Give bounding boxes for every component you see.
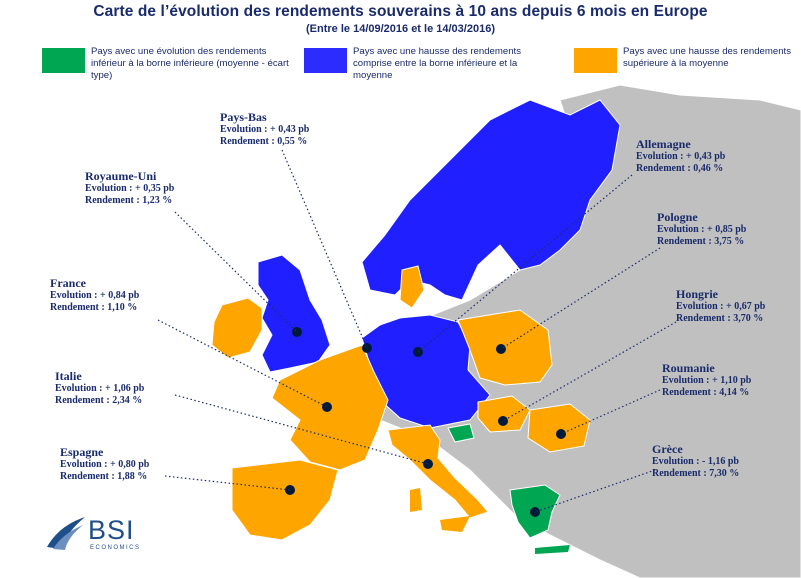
- country-evolution: Evolution : + 0,35 pb: [85, 183, 175, 194]
- country-rendement: Rendement : 3,70 %: [676, 313, 764, 324]
- slovenia-shape: [447, 423, 475, 443]
- legend-label-green: Pays avec une évolution des rendements i…: [91, 46, 289, 81]
- logo-name: BSI: [88, 515, 135, 545]
- label-pays-bas: Pays-Bas Evolution : + 0,43 pb Rendement…: [220, 110, 309, 148]
- legend-swatch-blue: [304, 48, 347, 73]
- country-evolution: Evolution : + 0,85 pb: [657, 224, 747, 235]
- country-name: Royaume-Uni: [85, 169, 157, 183]
- marker-hongrie: [498, 416, 508, 426]
- country-rendement: Rendement : 0,55 %: [220, 136, 308, 147]
- legend-swatch-green: [42, 48, 85, 73]
- country-evolution: Evolution : + 0,43 pb: [636, 151, 726, 162]
- marker-grece: [530, 507, 540, 517]
- country-rendement: Rendement : 1,10 %: [50, 302, 138, 313]
- country-evolution: Evolution : - 1,16 pb: [652, 456, 739, 467]
- country-rendement: Rendement : 0,46 %: [636, 163, 724, 174]
- marker-allemagne: [413, 347, 423, 357]
- logo-tagline: ECONOMICS: [90, 545, 141, 551]
- italy-shape: [387, 424, 489, 519]
- leader-grece: [534, 469, 656, 513]
- leader-hongrie: [502, 321, 677, 422]
- country-rendement: Rendement : 1,88 %: [60, 471, 148, 482]
- marker-italie: [423, 459, 433, 469]
- country-evolution: Evolution : + 0,43 pb: [220, 124, 310, 135]
- country-rendement: Rendement : 1,23 %: [85, 195, 173, 206]
- bsi-logo-icon: [47, 517, 85, 550]
- country-evolution: Evolution : + 0,84 pb: [50, 290, 140, 301]
- legend-label-blue: Pays avec une hausse des rendements comp…: [353, 46, 521, 81]
- country-evolution: Evolution : + 1,10 pb: [662, 375, 752, 386]
- label-allemagne: Allemagne Evolution : + 0,43 pb Rendemen…: [636, 137, 725, 175]
- scandinavia-shape: [361, 99, 621, 301]
- leader-pologne: [500, 247, 661, 350]
- country-evolution: Evolution : + 1,06 pb: [55, 383, 145, 394]
- label-france: France Evolution : + 0,84 pb Rendement :…: [50, 276, 139, 314]
- marker-espagne: [285, 485, 295, 495]
- marker-royaume-uni: [292, 327, 302, 337]
- country-name: Allemagne: [636, 137, 691, 151]
- romania-shape: [527, 403, 591, 453]
- label-roumanie: Roumanie Evolution : + 1,10 pb Rendement…: [662, 361, 751, 399]
- country-name: Pologne: [657, 210, 698, 224]
- denmark-shape: [399, 265, 425, 309]
- sicily-shape: [440, 516, 470, 532]
- crete-shape: [535, 545, 570, 554]
- country-name: Roumanie: [662, 361, 715, 375]
- marker-france: [322, 402, 332, 412]
- country-evolution: Evolution : + 0,80 pb: [60, 459, 150, 470]
- country-rendement: Rendement : 3,75 %: [657, 236, 745, 247]
- legend-swatch-orange: [574, 48, 617, 73]
- country-name: Grèce: [652, 442, 683, 456]
- country-name: Hongrie: [676, 287, 718, 301]
- label-royaume-uni: Royaume-Uni Evolution : + 0,35 pb Rendem…: [85, 169, 174, 207]
- page-title: Carte de l’évolution des rendements souv…: [93, 3, 708, 20]
- legend-label-orange: Pays avec une hausse des rendements supé…: [623, 46, 791, 69]
- country-name: Italie: [55, 369, 82, 383]
- label-italie: Italie Evolution : + 1,06 pb Rendement :…: [55, 369, 144, 407]
- country-rendement: Rendement : 4,14 %: [662, 387, 750, 398]
- ireland-shape: [211, 297, 263, 359]
- sardinia-shape: [410, 488, 422, 512]
- label-pologne: Pologne Evolution : + 0,85 pb Rendement …: [657, 210, 746, 248]
- country-evolution: Evolution : + 0,67 pb: [676, 301, 766, 312]
- spain-shape: [231, 459, 339, 541]
- label-espagne: Espagne Evolution : + 0,80 pb Rendement …: [60, 445, 149, 483]
- label-grece: Grèce Evolution : - 1,16 pb Rendement : …: [652, 442, 739, 480]
- country-name: France: [50, 276, 86, 290]
- country-name: Espagne: [60, 445, 104, 459]
- marker-pays-bas: [362, 343, 372, 353]
- label-hongrie: Hongrie Evolution : + 0,67 pb Rendement …: [676, 287, 765, 325]
- page-subtitle: (Entre le 14/09/2016 et le 14/03/2016): [306, 23, 495, 35]
- leader-espagne: [164, 475, 291, 491]
- country-rendement: Rendement : 7,30 %: [652, 468, 740, 479]
- country-rendement: Rendement : 2,34 %: [55, 395, 143, 406]
- leader-royaume-uni: [174, 211, 298, 333]
- country-name: Pays-Bas: [220, 110, 267, 124]
- uk-shape: [257, 254, 331, 373]
- hungary-shape: [477, 395, 531, 433]
